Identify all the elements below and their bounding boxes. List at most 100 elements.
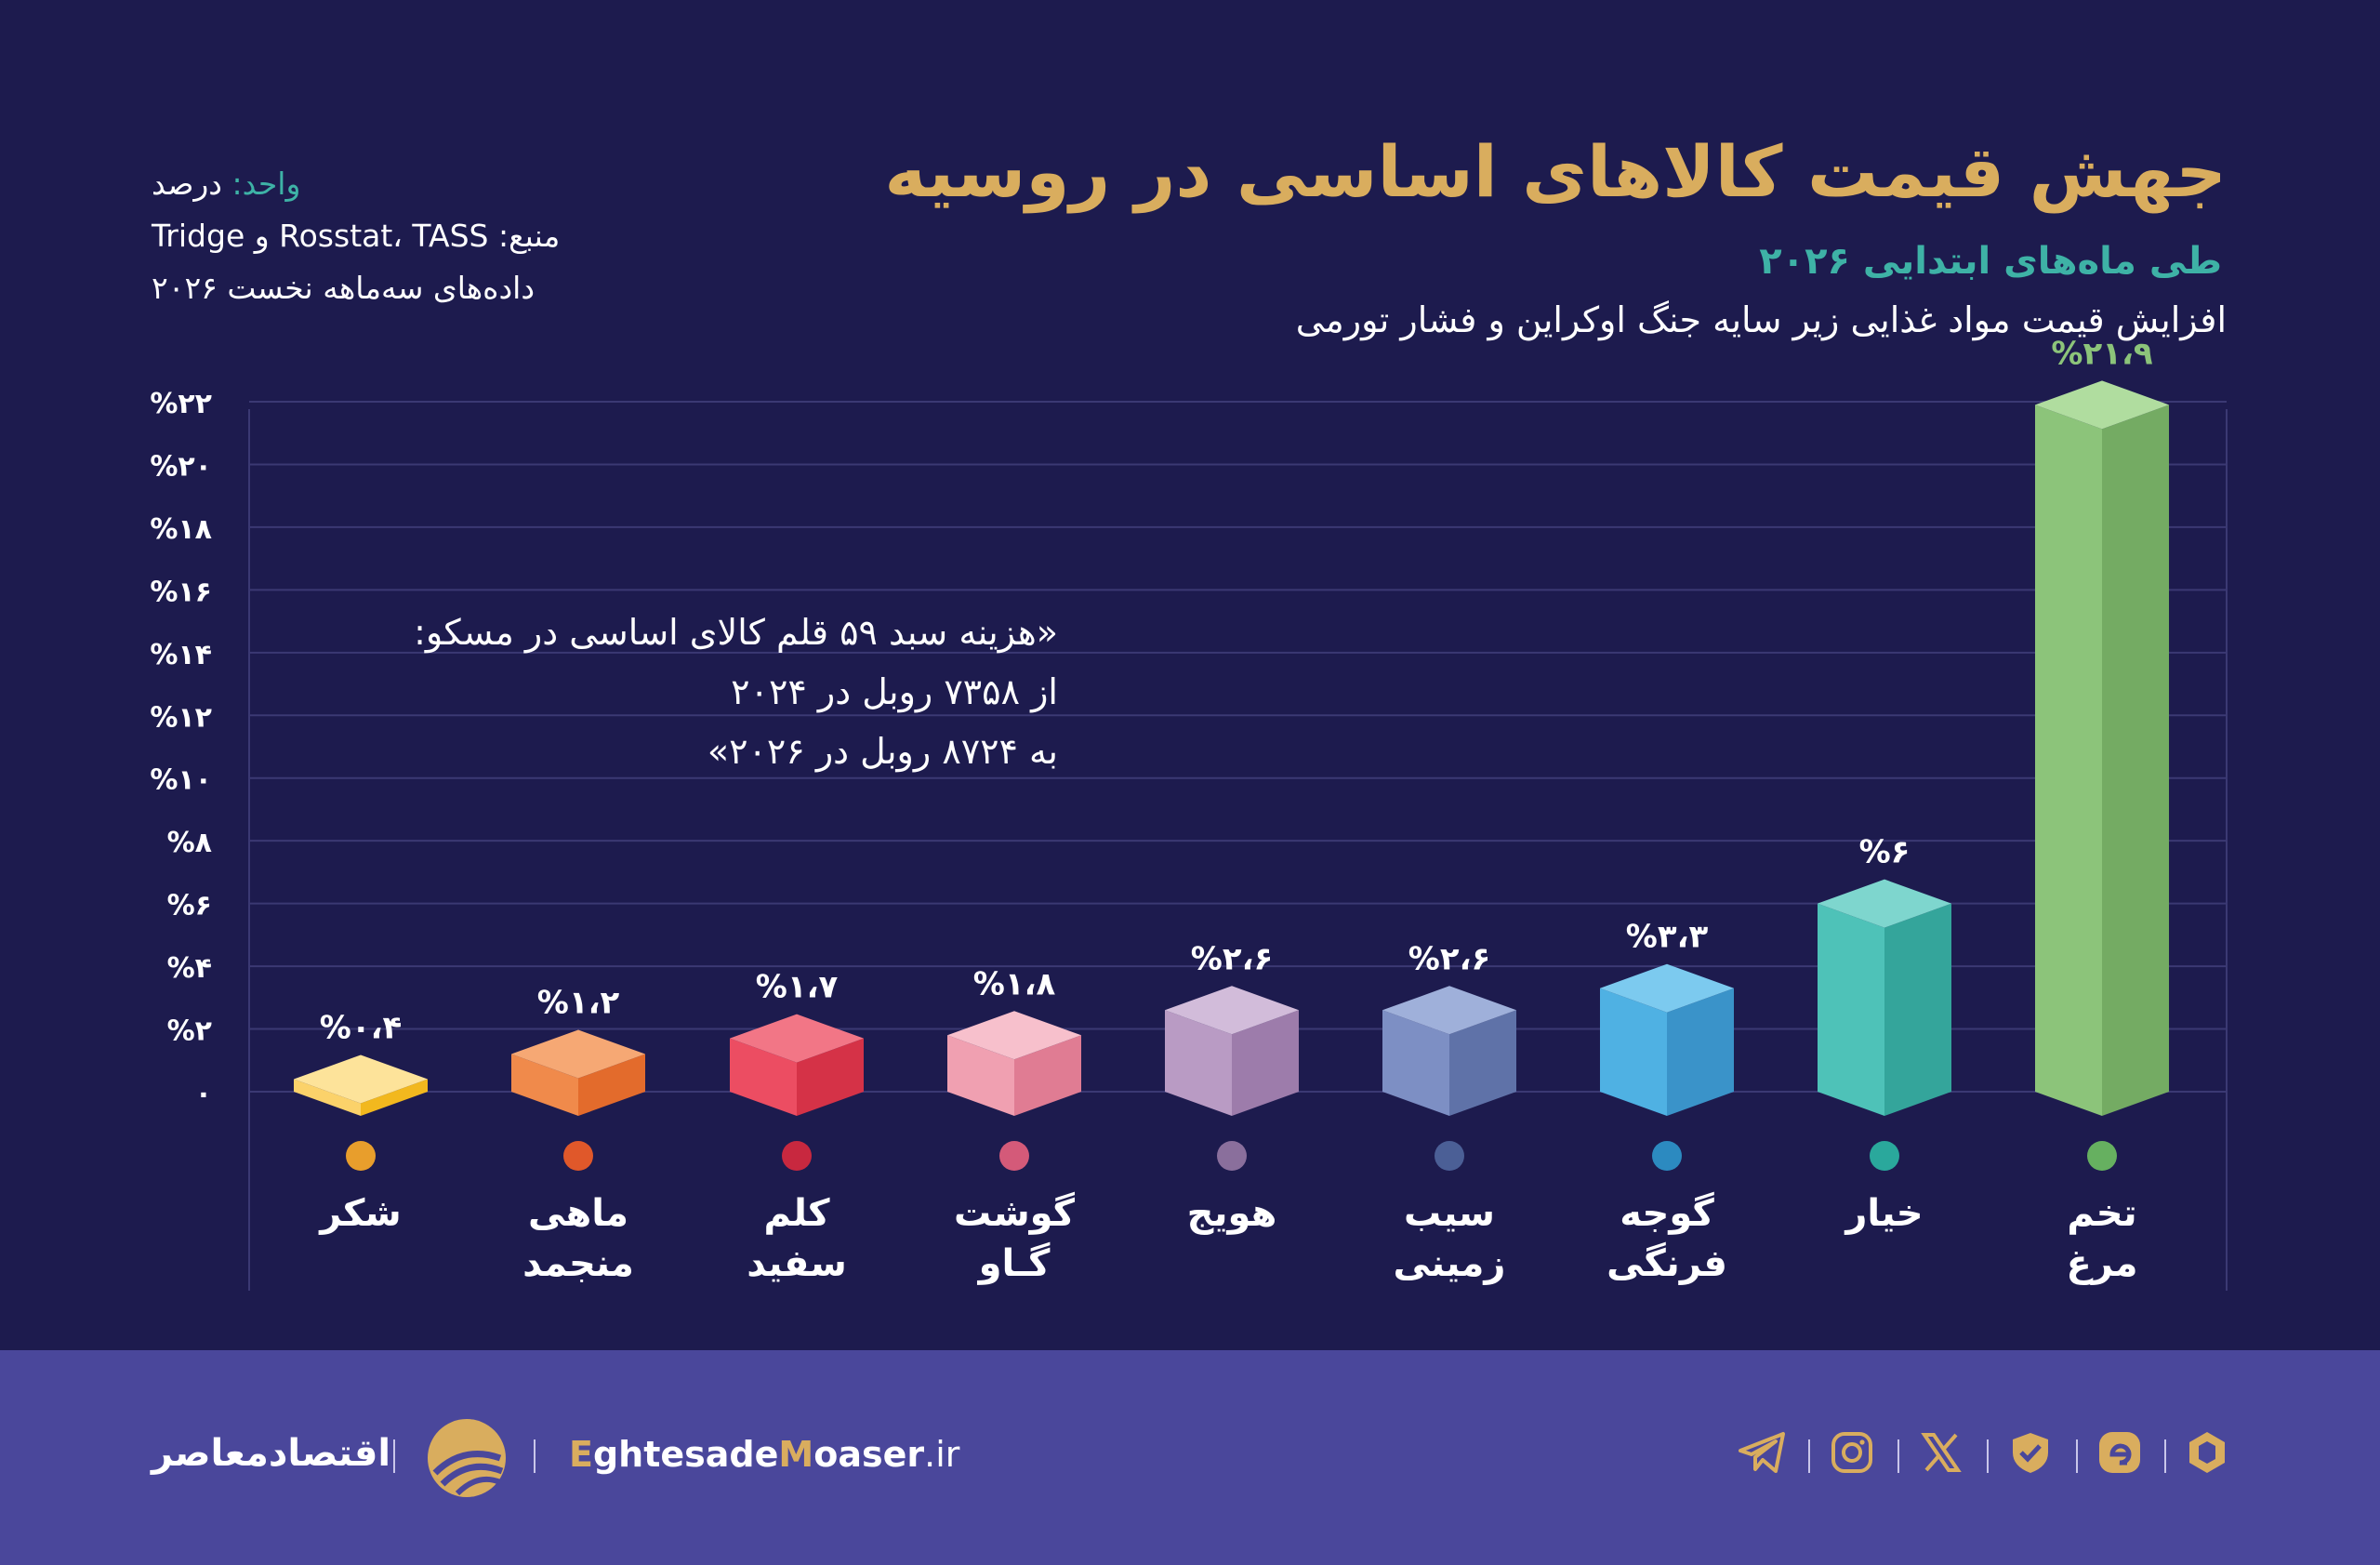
divider bbox=[1987, 1439, 1989, 1473]
category-label: گوشت bbox=[954, 1191, 1076, 1235]
data-label: %۳،۳ bbox=[1626, 919, 1709, 956]
bar-top-face bbox=[1165, 986, 1299, 1035]
bar-side-face bbox=[1667, 988, 1734, 1116]
category-label: گوجه bbox=[1620, 1191, 1714, 1235]
shield-check-icon[interactable] bbox=[2006, 1428, 2055, 1477]
category-label: سیب bbox=[1404, 1192, 1495, 1235]
bar-side-face bbox=[1014, 1035, 1081, 1116]
category-dot bbox=[1652, 1141, 1682, 1171]
data-label: %۱،۷ bbox=[756, 969, 839, 1006]
data-label: %۲۱،۹ bbox=[2051, 335, 2152, 372]
bar-top-face bbox=[2035, 380, 2169, 430]
category-label: تخم bbox=[2067, 1192, 2136, 1235]
divider bbox=[393, 1439, 395, 1473]
footer-bar bbox=[0, 1350, 2380, 1565]
bar-top-face bbox=[294, 1054, 428, 1104]
page-description: افزایش قیمت مواد غذایی زیر سایه جنگ اوکر… bbox=[1295, 299, 2227, 340]
bar-top-face bbox=[1600, 963, 1734, 1013]
category-dot bbox=[1217, 1141, 1247, 1171]
category-label: شکر bbox=[318, 1192, 401, 1235]
y-tick-label: %۲ bbox=[167, 1015, 212, 1048]
category-label: هویج bbox=[1187, 1192, 1277, 1235]
website-link[interactable]: EghtesadeMoaser.ir bbox=[569, 1434, 960, 1475]
hexagon-icon[interactable] bbox=[2183, 1428, 2231, 1477]
y-tick-label: %۱۸ bbox=[150, 513, 212, 546]
y-tick-label: %۱۴ bbox=[150, 639, 212, 671]
source-line: منبع: Rosstat، TASS و Tridge bbox=[152, 218, 561, 254]
bar-side-face bbox=[1884, 903, 1951, 1116]
y-tick-label: %۸ bbox=[167, 827, 212, 859]
divider bbox=[534, 1439, 536, 1473]
note-line: «هزینه سبد ۵۹ قلم کالای اساسی در مسکو: bbox=[414, 612, 1058, 653]
category-dot bbox=[563, 1141, 593, 1171]
telegram-icon[interactable] bbox=[1737, 1428, 1789, 1477]
bar-front-face bbox=[2035, 405, 2102, 1116]
category-label: منجمد bbox=[522, 1242, 634, 1285]
bar-side-face bbox=[1449, 1010, 1516, 1116]
y-tick-label: %۱۲ bbox=[150, 701, 212, 734]
y-tick-label: %۲۰ bbox=[150, 450, 212, 483]
category-dot bbox=[782, 1141, 812, 1171]
y-tick-label: %۱۶ bbox=[150, 576, 212, 608]
category-label: گـاو bbox=[977, 1241, 1051, 1285]
x-icon[interactable] bbox=[1917, 1428, 1965, 1477]
category-dot bbox=[2087, 1141, 2117, 1171]
unit-line: واحد: درصد bbox=[152, 158, 560, 210]
category-label: مرغ bbox=[2067, 1242, 2138, 1285]
category-dot bbox=[1435, 1141, 1464, 1171]
brand-name: اقتصادمعاصر bbox=[152, 1432, 391, 1475]
bar-side-face bbox=[361, 1079, 428, 1116]
bar-front-face bbox=[947, 1035, 1014, 1116]
unit-label: واحد: bbox=[231, 166, 301, 202]
bar-side-face bbox=[2102, 405, 2169, 1116]
bar-front-face bbox=[1600, 988, 1667, 1116]
bar-top-face bbox=[947, 1011, 1081, 1060]
meta-info: واحد: درصد منبع: Rosstat، TASS و Tridge … bbox=[152, 158, 560, 314]
y-tick-label: %۲۲ bbox=[150, 388, 212, 420]
category-label: ماهی bbox=[528, 1192, 628, 1235]
bar-top-face bbox=[730, 1014, 864, 1063]
basket-note: «هزینه سبد ۵۹ قلم کالای اساسی در مسکو: ا… bbox=[351, 603, 1058, 781]
divider bbox=[2076, 1439, 2078, 1473]
y-tick-label: %۱۰ bbox=[150, 764, 212, 797]
bar-top-face bbox=[511, 1029, 645, 1079]
note-line: از ۷۳۵۸ روبل در ۲۰۲۴ bbox=[731, 671, 1058, 712]
note-line: به ۸۷۲۴ روبل در ۲۰۲۶» bbox=[707, 731, 1058, 772]
bar-front-face bbox=[1382, 1010, 1449, 1116]
period-line: داده‌های سه‌ماهه نخست ۲۰۲۶ bbox=[152, 270, 536, 306]
bar-top-face bbox=[1818, 879, 1951, 928]
page-subtitle: طی ماه‌های ابتدایی ۲۰۲۶ bbox=[1759, 240, 2222, 283]
unit-value: درصد bbox=[152, 166, 232, 202]
data-label: %۶ bbox=[1859, 834, 1911, 871]
data-label: %۰،۴ bbox=[320, 1010, 403, 1047]
data-label: %۱،۲ bbox=[537, 985, 620, 1022]
e-logo-icon[interactable] bbox=[2096, 1428, 2144, 1477]
category-label: زمینی bbox=[1394, 1242, 1506, 1285]
bar-side-face bbox=[797, 1038, 864, 1116]
category-label: فرنگی bbox=[1606, 1241, 1727, 1285]
category-dot bbox=[1870, 1141, 1899, 1171]
brand-logo-icon bbox=[428, 1419, 506, 1497]
y-tick-label: ۰ bbox=[195, 1078, 212, 1110]
divider bbox=[1808, 1439, 1810, 1473]
bar-side-face bbox=[578, 1054, 645, 1116]
data-label: %۲،۶ bbox=[1408, 940, 1491, 977]
page-title: جهش قیمت کالاهای اساسی در روسیه bbox=[884, 130, 2227, 213]
divider bbox=[1897, 1439, 1899, 1473]
y-tick-label: %۴ bbox=[167, 952, 212, 985]
category-label: خیار bbox=[1844, 1192, 1923, 1235]
data-label: %۱،۸ bbox=[973, 965, 1056, 1002]
category-dot bbox=[999, 1141, 1029, 1171]
category-label: کلم bbox=[764, 1192, 831, 1235]
instagram-icon[interactable] bbox=[1828, 1428, 1876, 1477]
bar-front-face bbox=[294, 1079, 361, 1116]
data-label: %۲،۶ bbox=[1191, 940, 1274, 977]
category-label: سفید bbox=[747, 1242, 847, 1285]
category-dot bbox=[346, 1141, 376, 1171]
bar-top-face bbox=[1382, 986, 1516, 1035]
divider bbox=[2164, 1439, 2166, 1473]
bar-front-face bbox=[730, 1038, 797, 1116]
bar-front-face bbox=[1165, 1010, 1232, 1116]
y-tick-label: %۶ bbox=[167, 890, 212, 922]
